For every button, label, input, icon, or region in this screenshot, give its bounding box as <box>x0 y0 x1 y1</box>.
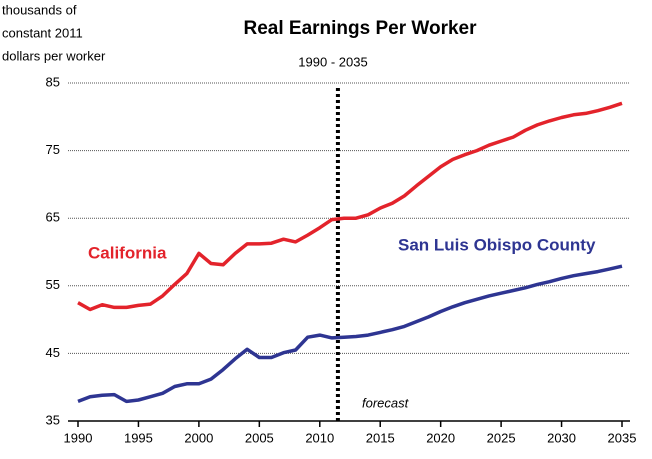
x-tick-label: 2020 <box>426 430 455 445</box>
x-tick-label: 2015 <box>366 430 395 445</box>
y-tick-label: 85 <box>46 74 60 89</box>
x-tick-label: 1990 <box>64 430 93 445</box>
series-label: California <box>88 243 167 262</box>
x-tick-label: 2000 <box>184 430 213 445</box>
y-tick-label: 45 <box>46 345 60 360</box>
x-tick-label: 1995 <box>124 430 153 445</box>
x-tick-label: 2035 <box>608 430 637 445</box>
series-line <box>77 101 623 312</box>
x-tick-label: 2005 <box>245 430 274 445</box>
y-tick-label: 35 <box>46 412 60 427</box>
y-axis-label: constant 2011 <box>2 25 83 40</box>
y-axis-label: thousands of <box>2 2 77 17</box>
series-label: San Luis Obispo County <box>398 235 596 254</box>
chart-subtitle: 1990 - 2035 <box>298 54 367 69</box>
y-tick-label: 55 <box>46 277 60 292</box>
y-tick-label: 65 <box>46 210 60 225</box>
chart-title: Real Earnings Per Worker <box>243 18 477 39</box>
x-tick-label: 2030 <box>547 430 576 445</box>
annotation: forecast <box>362 395 410 410</box>
y-tick-label: 75 <box>46 142 60 157</box>
x-tick-label: 2025 <box>487 430 516 445</box>
x-tick-label: 2010 <box>305 430 334 445</box>
y-axis-label: dollars per worker <box>2 48 106 63</box>
series-line <box>77 264 623 404</box>
